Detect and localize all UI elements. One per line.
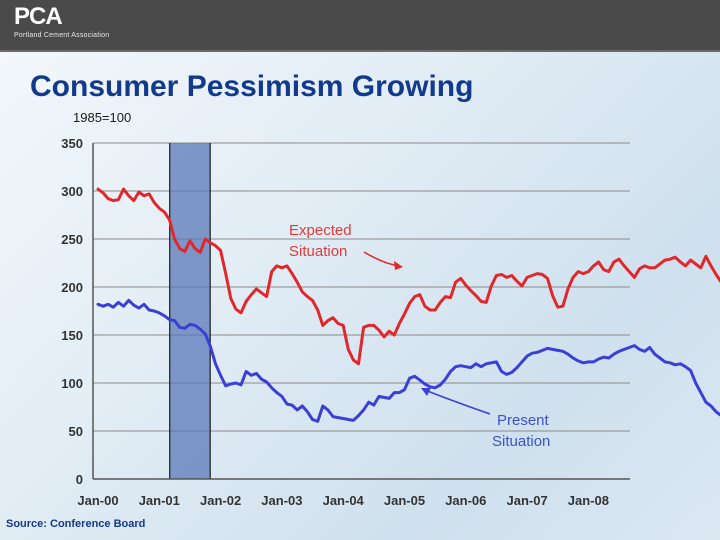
recession-shade [169,143,211,479]
annotation-expected-line1: Expected [289,222,352,239]
annotation-present-line2: Situation [492,433,550,450]
index-note: 1985=100 [73,110,132,125]
axis-layer: 0 50 100 150 200 250 300 350 Jan-00 Jan-01 Jan-02 J… [61,136,630,508]
y-tick-label: 0 [76,472,83,487]
header-bar: PCA Portland Cement Association [0,0,720,52]
shade-layer [169,143,211,479]
y-tick-label: 300 [61,184,83,199]
x-tick-label: Jan-01 [139,493,180,508]
x-tick-label: Jan-00 [77,493,118,508]
annotation-expected-line2: Situation [289,243,347,260]
annotation-present-arrowhead [421,388,431,396]
y-tick-label: 350 [61,136,83,151]
annotation-layer: Expected Situation Present Situation [289,222,550,450]
x-tick-label: Jan-03 [261,493,302,508]
x-tick-label: Jan-02 [200,493,241,508]
pca-logo: PCA Portland Cement Association [14,3,110,40]
logo-text: Portland Cement Association [14,32,110,39]
logo-mark: PCA [14,3,63,30]
series-layer [96,187,720,423]
series-line-expected [96,187,720,366]
series-line-present [96,298,720,423]
x-tick-label: Jan-07 [506,493,547,508]
x-tick-label: Jan-05 [384,493,425,508]
y-tick-label: 50 [69,424,83,439]
slide-title: Consumer Pessimism Growing [30,70,474,103]
annotation-expected-arrowhead [394,261,403,270]
annotation-present-line1: Present [497,412,550,429]
x-tick-label: Jan-04 [323,493,365,508]
y-tick-label: 250 [61,232,83,247]
y-tick-label: 150 [61,328,83,343]
annotation-present-arrow [424,389,491,415]
x-tick-label: Jan-08 [568,493,609,508]
y-tick-label: 200 [61,280,83,295]
y-tick-label: 100 [61,376,83,391]
source-note: Source: Conference Board [6,518,146,530]
x-tick-label: Jan-06 [445,493,486,508]
